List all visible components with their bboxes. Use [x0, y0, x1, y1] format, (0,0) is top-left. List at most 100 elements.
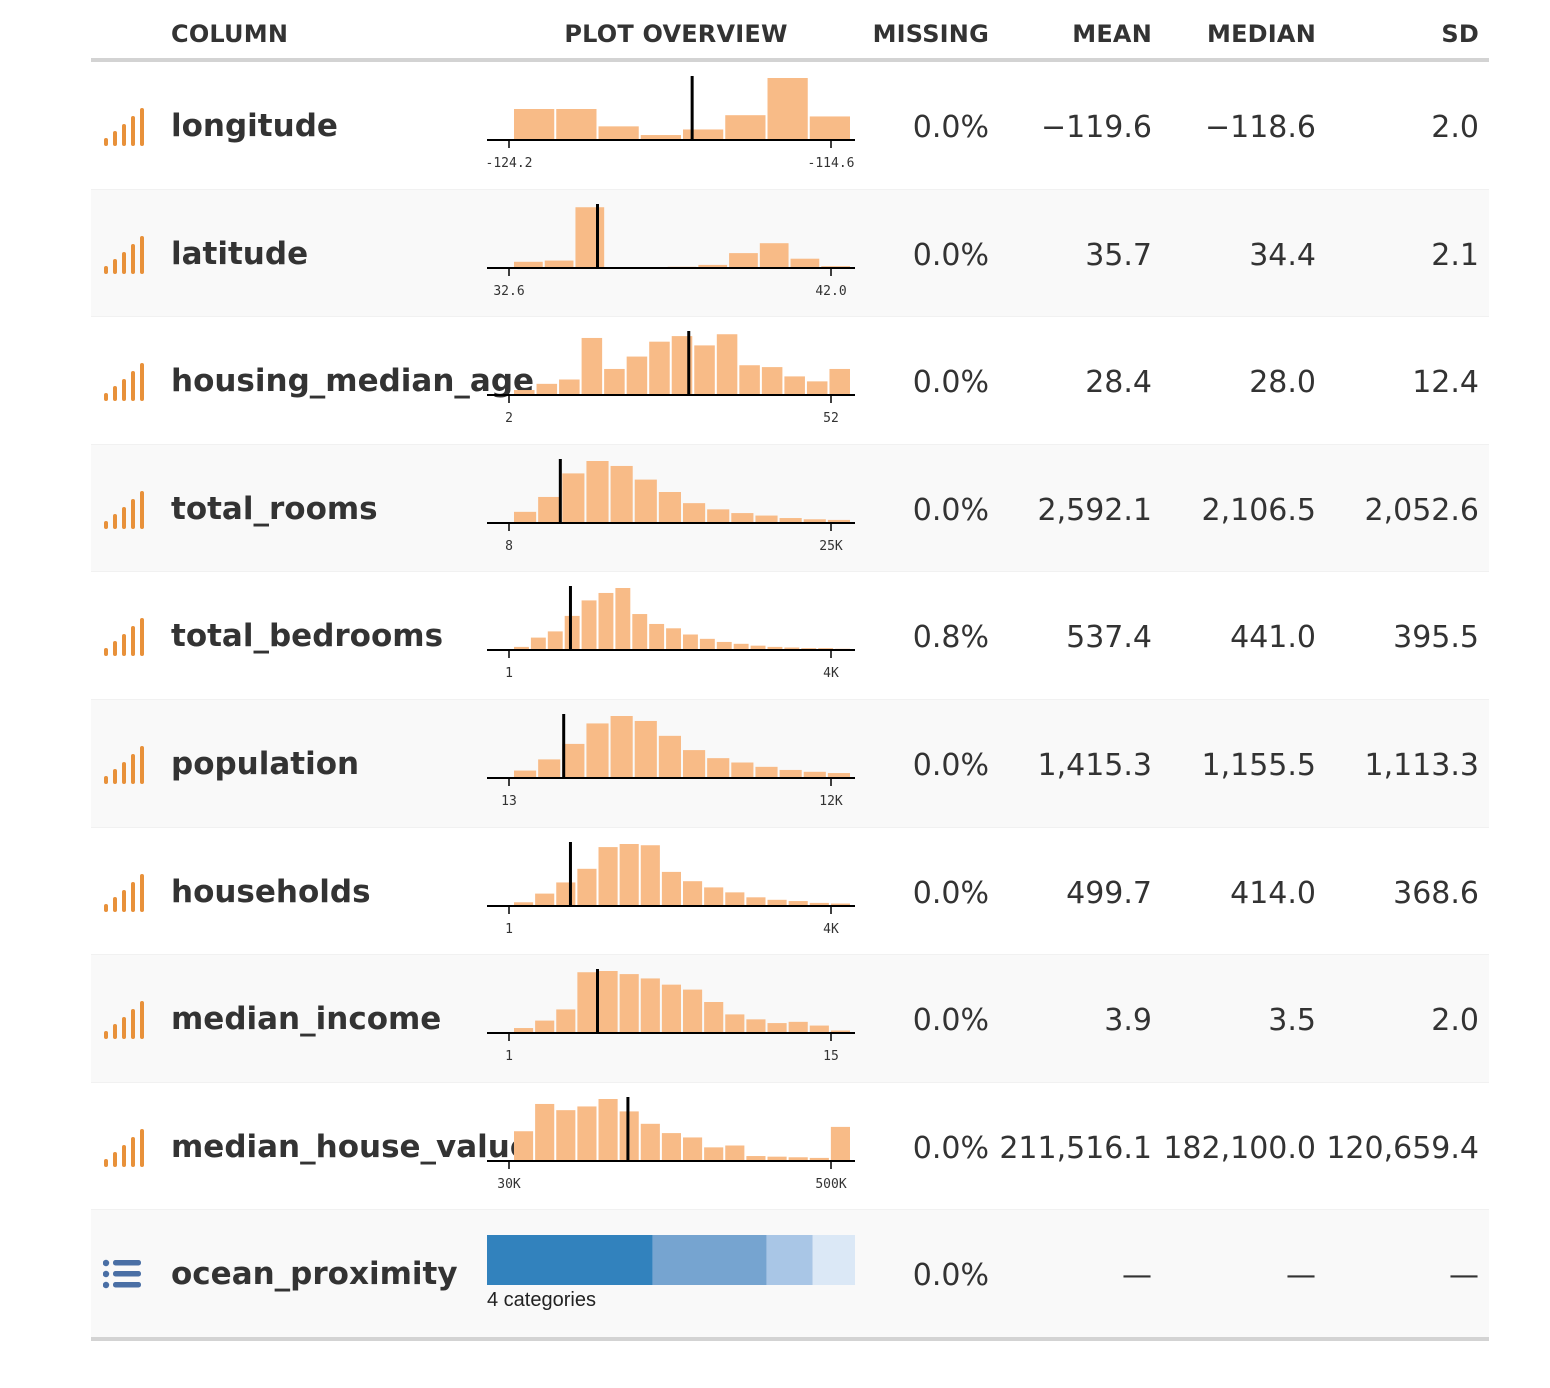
column-name: households [171, 873, 371, 910]
histogram-bar [767, 1156, 787, 1161]
header-column[interactable]: COLUMN [171, 20, 289, 48]
histogram-bar [809, 1025, 829, 1034]
axis-max-label: 52 [823, 411, 839, 426]
histogram-bar [562, 473, 585, 523]
histogram-bar [779, 769, 802, 778]
histogram-bar [767, 78, 808, 140]
histogram-bar [809, 116, 850, 140]
sd-cell: 368.6 [1393, 875, 1479, 911]
histogram-bar [559, 379, 580, 396]
histogram-bar [704, 1002, 724, 1034]
column-name: total_rooms [171, 490, 378, 527]
category-segment[interactable] [652, 1235, 767, 1286]
histogram-bar [750, 646, 766, 651]
column-name: longitude [171, 108, 338, 144]
histogram-bar [598, 971, 618, 1034]
histogram-bar [725, 115, 766, 140]
histogram-bar [731, 762, 754, 778]
histogram-bar [683, 989, 703, 1034]
histogram-bar [619, 974, 639, 1034]
median-cell: 441.0 [1230, 620, 1316, 656]
histogram-bar [716, 334, 738, 396]
histogram-bar [586, 460, 609, 523]
histogram-bar [683, 634, 698, 651]
mean-cell: 537.4 [1066, 620, 1152, 656]
missing-cell: 0.0% [912, 237, 989, 273]
numeric-type-icon [104, 108, 144, 146]
histogram-bar [699, 639, 715, 651]
histogram-bar [683, 129, 724, 140]
histogram-bar [707, 509, 730, 523]
histogram-bar [535, 1020, 555, 1034]
mean-cell: 35.7 [1085, 237, 1152, 273]
axis-min-label: 1 [505, 1049, 513, 1064]
histogram-bar [632, 614, 648, 651]
median-cell: 28.0 [1249, 365, 1316, 401]
axis-min-label: 8 [505, 539, 513, 554]
header-missing[interactable]: MISSING [872, 20, 989, 48]
histogram-bar [530, 637, 546, 651]
header-mean[interactable]: MEAN [1072, 20, 1152, 48]
sd-cell: 120,659.4 [1326, 1130, 1479, 1166]
histogram-bar [598, 846, 618, 906]
histogram: 1 15 [487, 969, 855, 1064]
histogram: 32.6 42.0 [487, 203, 855, 299]
missing-cell: 0.0% [912, 1130, 989, 1166]
histogram-bar [634, 479, 657, 523]
histogram-bar [598, 126, 639, 140]
axis-max-label: 25K [819, 539, 843, 554]
numeric-type-icon [104, 618, 144, 657]
sd-cell: — [1449, 1258, 1479, 1294]
histogram-bar [610, 465, 633, 523]
histogram-bar [767, 1023, 787, 1034]
sd-cell: 2,052.6 [1364, 492, 1479, 528]
histogram-bar [746, 1155, 766, 1161]
table-row: ocean_proximity 4 categories 0.0% — — — [91, 1210, 1489, 1342]
histogram-bar [556, 882, 576, 906]
histogram-bar [739, 365, 760, 396]
histogram-bar [729, 252, 758, 268]
histogram: 8 25K [487, 458, 855, 554]
histogram-bar [634, 720, 657, 778]
median-cell: 2,106.5 [1201, 492, 1316, 528]
histogram-bar [809, 1157, 829, 1161]
category-segment[interactable] [766, 1235, 813, 1286]
histogram-bar [640, 844, 660, 906]
missing-cell: 0.8% [912, 620, 989, 656]
axis-min-label: -124.2 [486, 156, 533, 171]
axis-min-label: 32.6 [493, 284, 524, 299]
header-plot-overview: PLOT OVERVIEW [564, 20, 788, 48]
mean-cell: 499.7 [1066, 875, 1152, 911]
missing-cell: 0.0% [912, 365, 989, 401]
summary-table: COLUMN PLOT OVERVIEW MISSING MEAN MEDIAN… [91, 0, 1489, 1342]
histogram-bar [809, 902, 829, 906]
category-segment[interactable] [812, 1235, 855, 1286]
histogram: 1 4K [487, 586, 855, 681]
histogram-bar [658, 735, 681, 778]
category-segment[interactable] [487, 1235, 653, 1286]
histogram-bar [788, 900, 808, 906]
histogram-bar [514, 1028, 534, 1034]
column-name: total_bedrooms [171, 618, 444, 655]
missing-cell: 0.0% [912, 747, 989, 783]
histogram-bar [746, 1019, 766, 1034]
histogram-bar [538, 759, 561, 778]
histogram-bar [640, 978, 660, 1034]
histogram-bar [535, 1103, 555, 1161]
histogram-bar [790, 258, 820, 268]
sd-cell: 395.5 [1393, 620, 1479, 656]
median-cell: 3.5 [1268, 1003, 1316, 1039]
histogram-bar [581, 600, 597, 651]
median-cell: — [1286, 1258, 1316, 1294]
histogram-bar [536, 384, 558, 396]
axis-max-label: 4K [823, 922, 839, 937]
sd-cell: 2.0 [1431, 110, 1479, 145]
histogram-bar [683, 750, 706, 778]
mean-cell: — [1122, 1258, 1152, 1294]
numeric-type-icon [104, 363, 144, 402]
histogram-bar [784, 376, 805, 396]
mean-cell: 2,592.1 [1037, 492, 1152, 528]
header-median[interactable]: MEDIAN [1207, 20, 1316, 48]
histogram-bar [562, 743, 585, 778]
header-sd[interactable]: SD [1441, 20, 1479, 48]
